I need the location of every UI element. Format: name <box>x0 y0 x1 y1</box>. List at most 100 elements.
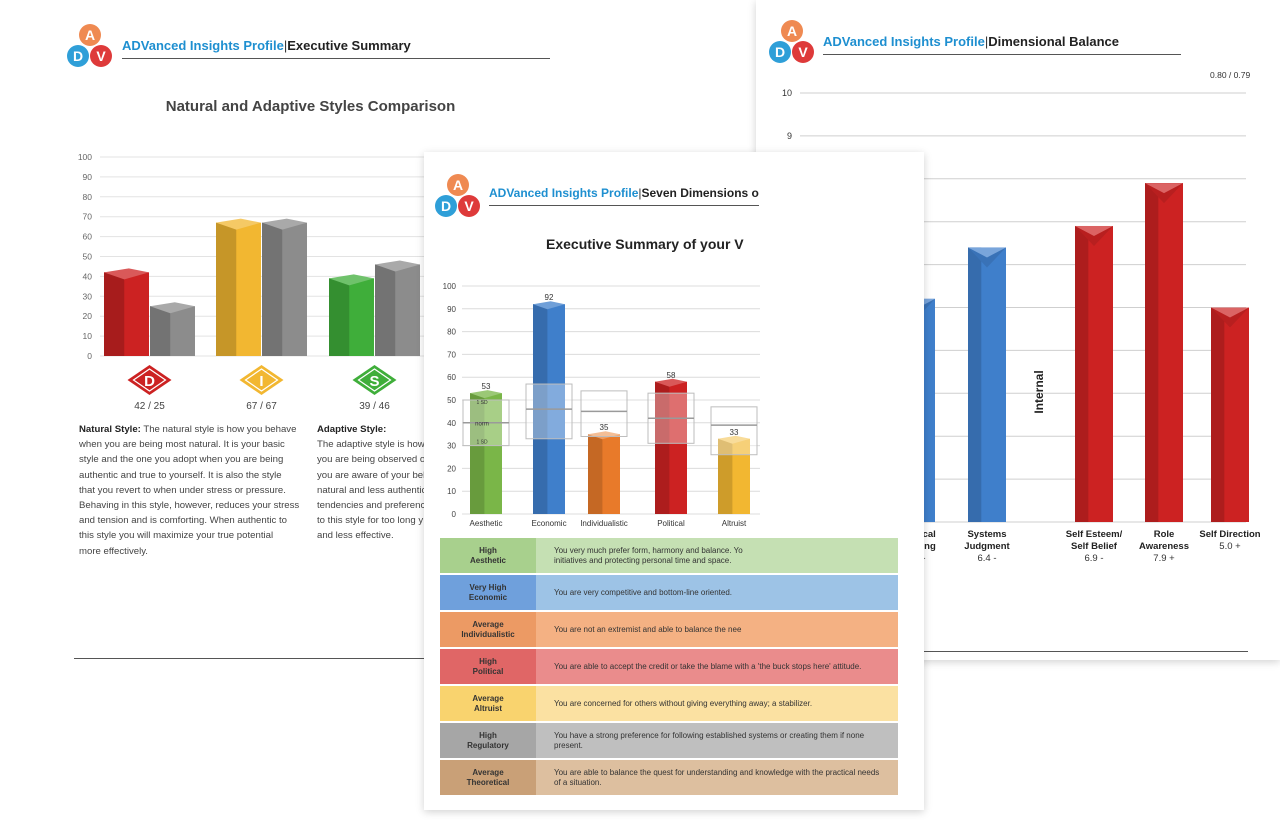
adaptive-style-text: Adaptive Style: The adaptive style is ho… <box>317 422 437 544</box>
chart-title: Executive Summary of your V <box>546 236 744 252</box>
natural-style-heading: Natural Style: <box>79 424 141 435</box>
y-tick-label: 40 <box>447 419 456 428</box>
dimension-row-label: High Regulatory <box>440 723 536 758</box>
dimension-description-line: present. <box>554 740 583 750</box>
category-diamond-icon <box>239 365 284 395</box>
footer-rule <box>784 651 1248 652</box>
dimension-level: High <box>479 730 497 740</box>
dimension-level: High <box>479 545 497 555</box>
category-letter: D <box>144 373 155 390</box>
group-label-internal: Internal <box>1032 370 1046 413</box>
bar-cap <box>104 268 149 280</box>
y-tick-label: 30 <box>83 291 93 301</box>
dimension-description-line: You are able to balance the quest for un… <box>554 767 880 777</box>
dimension-dimension: Individualistic <box>461 629 515 639</box>
header-separator: | <box>984 34 989 49</box>
bar-cap <box>533 301 565 310</box>
y-tick-label: 60 <box>447 373 456 382</box>
sd-minus-label: 1 SD <box>476 440 488 446</box>
y-tick-label: 40 <box>83 271 93 281</box>
dimension-row-label: High Aesthetic <box>440 538 536 573</box>
y-tick-label: 20 <box>447 464 456 473</box>
bar-cap <box>150 302 195 314</box>
brand-name: ADVanced Insights Profile <box>122 38 284 53</box>
category-score-label: 67 / 67 <box>246 401 277 412</box>
bar-cap <box>718 435 750 444</box>
dimension-row: Average Altruist You are concerned for oth… <box>440 686 914 721</box>
chart-title: Natural and Adaptive Styles Comparison <box>165 98 456 115</box>
dimension-row: Average Individualistic You are not an ext… <box>440 612 914 647</box>
bar-cap <box>588 431 620 440</box>
category-diamond-inner <box>132 368 167 392</box>
logo-letter-v: V <box>464 198 474 214</box>
brand-name: ADVanced Insights Profile <box>489 186 639 200</box>
sd-range-box <box>580 390 628 437</box>
y-tick-label: 90 <box>447 305 456 314</box>
natural-style-line: The natural style is how you behave <box>143 424 297 435</box>
bar-cap <box>470 390 502 399</box>
bar-value-label: 53 <box>482 382 491 391</box>
bar-cap <box>1075 225 1113 236</box>
bar-value-label: 5.0 + <box>1219 541 1241 552</box>
header-rule <box>823 54 1181 55</box>
dimension-row: Average Theoretical You are able to balanc… <box>440 760 914 795</box>
y-tick-label: 10 <box>447 487 456 496</box>
bar-value-label: 6.9 - <box>1084 553 1103 564</box>
logo-letter-v: V <box>798 44 808 60</box>
bar-cap <box>968 247 1006 258</box>
header-separator: | <box>638 186 642 200</box>
bar-cap <box>655 378 687 387</box>
x-tick-label: Altruist <box>722 519 747 528</box>
logo-letter-a: A <box>787 23 797 39</box>
adv-logo: A D V <box>67 24 112 67</box>
bar-cap <box>262 218 307 230</box>
adv-logo: A D V <box>435 174 480 217</box>
dimension-row: High Regulatory You have a strong preferen… <box>440 723 914 758</box>
adaptive-style-line: natural and less authentic <box>317 484 427 496</box>
dimension-row-description: You are concerned for others without giv… <box>536 686 898 721</box>
bar-cap <box>1211 307 1249 318</box>
dimension-dimension: Theoretical <box>466 777 510 787</box>
adv-logo: A D V <box>769 20 814 63</box>
adaptive-style-line: you are aware of your beh <box>317 469 429 481</box>
dimension-description-line: of a situation. <box>554 777 602 787</box>
dimension-description-line: You have a strong preference for followi… <box>554 730 865 740</box>
y-tick-label: 70 <box>83 212 93 222</box>
dimension-dimension: Altruist <box>474 703 502 713</box>
logo-letter-a: A <box>85 27 95 43</box>
dimension-row: High Aesthetic You very much prefer form, … <box>440 538 914 573</box>
dimension-level: Average <box>472 693 504 703</box>
y-tick-label: 9 <box>787 131 792 141</box>
bar-shade <box>150 306 171 356</box>
bar-value-label: 33 <box>730 428 739 437</box>
y-tick-label: 90 <box>83 172 93 182</box>
dimension-description-line: You are not an extremist and able to bal… <box>554 624 742 634</box>
x-tick-label: Aesthetic <box>470 519 503 528</box>
norm-label: norm <box>475 421 489 427</box>
bar-value-label: 35 <box>600 423 609 432</box>
dimension-row-description: You are not an extremist and able to bal… <box>536 612 898 647</box>
y-tick-label: 100 <box>78 152 92 162</box>
dimension-description-line: You are very competitive and bottom-line… <box>554 587 733 597</box>
dimension-row: Very High Economic You are very competitiv… <box>440 575 914 610</box>
x-tick-label: Judgment <box>964 541 1010 552</box>
balance-ratio: 0.80 / 0.79 <box>1210 70 1251 80</box>
dimension-row-label: Average Individualistic <box>440 612 536 647</box>
styles-comparison-chart: 0 10 20 30 40 50 60 70 80 90 100 D 42 / 25 I 67 / 67 S 3… <box>78 152 592 412</box>
dimension-row-description: You are very competitive and bottom-line… <box>536 575 898 610</box>
dimension-row-label: Average Theoretical <box>440 760 536 795</box>
page-header: ADVanced Insights Profile|Executive Summ… <box>122 38 411 53</box>
dimension-dimension: Political <box>472 666 504 676</box>
logo-letter-d: D <box>775 44 785 60</box>
dimension-row-description: You very much prefer form, harmony and b… <box>536 538 898 573</box>
sd-range-box <box>710 406 758 456</box>
dimension-row-description: You are able to accept the credit or tak… <box>536 649 898 684</box>
bar-shade <box>375 264 396 356</box>
adaptive-style-line: tendencies and preferenc <box>317 500 426 512</box>
bar-shade <box>718 438 733 514</box>
brand-name: ADVanced Insights Profile <box>823 34 985 49</box>
x-tick-label: Self Belief <box>1071 541 1118 552</box>
adaptive-style-line: and less effective. <box>317 530 394 542</box>
logo-letter-a: A <box>453 177 463 193</box>
dimension-level: Average <box>472 767 504 777</box>
